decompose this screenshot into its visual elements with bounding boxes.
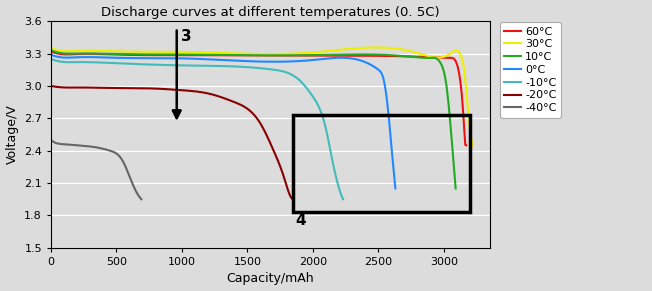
30°C <box>298 52 306 55</box>
-40°C <box>101 148 109 151</box>
-10°C <box>205 64 213 68</box>
10°C <box>239 54 247 57</box>
Text: 4: 4 <box>295 213 306 228</box>
30°C <box>469 143 477 147</box>
-20°C <box>162 87 170 91</box>
30°C <box>460 63 467 67</box>
-40°C <box>91 145 98 149</box>
60°C <box>272 54 280 57</box>
60°C <box>452 61 460 64</box>
Line: -20°C: -20°C <box>51 86 293 199</box>
Y-axis label: Voltage/V: Voltage/V <box>6 104 18 164</box>
0°C <box>329 56 337 60</box>
-20°C <box>289 198 297 201</box>
60°C <box>387 54 395 58</box>
-20°C <box>191 90 199 93</box>
0°C <box>211 58 218 61</box>
30°C <box>47 46 55 50</box>
-40°C <box>135 195 143 198</box>
0°C <box>233 59 241 63</box>
10°C <box>379 53 387 56</box>
60°C <box>244 54 252 57</box>
10°C <box>452 187 460 190</box>
Line: 60°C: 60°C <box>51 51 466 145</box>
0°C <box>47 53 55 56</box>
-40°C <box>47 138 55 142</box>
0°C <box>252 60 260 63</box>
30°C <box>250 52 258 56</box>
Bar <box>293 115 470 212</box>
60°C <box>462 143 470 147</box>
Line: 0°C: 0°C <box>51 55 395 189</box>
30°C <box>372 46 380 49</box>
Title: Discharge curves at different temperatures (0. 5C): Discharge curves at different temperatur… <box>101 6 439 19</box>
Text: 3: 3 <box>181 29 192 44</box>
60°C <box>246 54 254 57</box>
-20°C <box>284 187 291 190</box>
Line: -10°C: -10°C <box>51 59 343 199</box>
60°C <box>294 54 302 57</box>
-10°C <box>47 57 55 61</box>
30°C <box>275 52 283 56</box>
-20°C <box>246 109 254 112</box>
10°C <box>442 80 450 84</box>
10°C <box>288 54 296 57</box>
-40°C <box>138 198 145 201</box>
X-axis label: Capacity/mAh: Capacity/mAh <box>226 272 314 285</box>
30°C <box>247 52 255 56</box>
-40°C <box>90 145 98 149</box>
10°C <box>266 54 274 57</box>
Legend: 60°C, 30°C, 10°C, 0°C, -10°C, -20°C, -40°C: 60°C, 30°C, 10°C, 0°C, -10°C, -20°C, -40… <box>499 22 561 118</box>
0°C <box>391 187 399 190</box>
Line: 10°C: 10°C <box>51 50 456 189</box>
-10°C <box>188 64 196 67</box>
-40°C <box>96 146 104 150</box>
10°C <box>47 49 55 52</box>
0°C <box>213 58 220 61</box>
-10°C <box>332 175 340 179</box>
-10°C <box>286 72 294 76</box>
-20°C <box>164 88 171 91</box>
-10°C <box>186 64 194 67</box>
-20°C <box>178 88 186 92</box>
-20°C <box>47 84 55 88</box>
Line: 30°C: 30°C <box>51 47 473 145</box>
-40°C <box>121 164 129 167</box>
60°C <box>47 49 55 53</box>
Line: -40°C: -40°C <box>51 140 141 199</box>
30°C <box>394 47 402 50</box>
0°C <box>383 100 391 104</box>
10°C <box>242 54 250 57</box>
-10°C <box>339 198 347 201</box>
-10°C <box>221 64 229 68</box>
